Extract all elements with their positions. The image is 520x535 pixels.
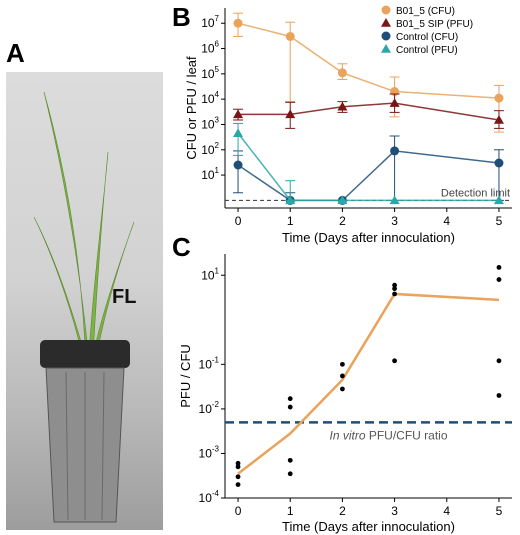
b-x-tick-label: 3 (391, 214, 398, 228)
c-data-point (340, 373, 345, 379)
b-x-tick-label: 2 (339, 214, 346, 228)
b-data-point (233, 128, 244, 137)
c-x-tick-label: 4 (443, 504, 450, 518)
c-x-tick-label: 3 (391, 504, 398, 518)
b-legend-label: B01_5 (CFU) (396, 6, 455, 17)
panel-label-a: A (6, 38, 25, 68)
c-y-axis-label: PFU / CFU (178, 344, 193, 408)
c-data-point (340, 361, 345, 367)
b-data-point (337, 101, 348, 111)
b-data-point (337, 68, 347, 78)
b-data-point (233, 160, 243, 170)
b-y-tick-label: 103 (201, 115, 219, 131)
b-x-tick-label: 4 (443, 214, 450, 228)
leaf-label: FL (112, 286, 137, 308)
b-x-tick-label: 5 (496, 214, 503, 228)
c-x-tick-label: 5 (496, 504, 503, 518)
plant-photo (6, 72, 163, 530)
b-data-point (389, 98, 400, 107)
c-data-point (392, 286, 397, 292)
b-data-point (337, 195, 348, 205)
c-data-point (287, 404, 293, 410)
b-y-tick-label: 106 (201, 40, 219, 56)
b-data-point (493, 115, 504, 124)
c-y-tick-label: 10-3 (199, 444, 220, 460)
b-legend-marker (381, 31, 391, 41)
c-y-tick-label: 101 (201, 266, 219, 282)
b-y-tick-label: 105 (201, 65, 219, 81)
panel-label-c: C (172, 232, 191, 262)
c-y-tick-label: 10-1 (199, 355, 220, 371)
c-data-point (287, 457, 293, 463)
b-y-tick-label: 107 (201, 14, 219, 30)
b-data-point (389, 195, 400, 205)
c-data-point (235, 474, 241, 480)
c-y-tick-label: 10-4 (199, 489, 220, 505)
c-y-tick-label: 10-2 (199, 400, 220, 416)
b-legend-label: B01_5 SIP (PFU) (396, 19, 473, 30)
b-y-axis-label: CFU or PFU / leaf (184, 56, 199, 160)
b-x-tick-label: 0 (235, 214, 242, 228)
c-data-point (340, 386, 345, 392)
b-data-point (494, 93, 504, 103)
b-data-point (390, 146, 400, 156)
c-data-point (392, 358, 397, 364)
c-data-point (496, 277, 502, 282)
c-trend-line (237, 292, 500, 475)
c-data-point (287, 471, 293, 477)
b-data-point (285, 31, 295, 41)
b-x-tick-label: 1 (287, 214, 294, 228)
b-y-tick-label: 101 (201, 166, 219, 182)
c-data-point (235, 482, 241, 487)
c-data-point (287, 396, 293, 402)
c-data-point (496, 358, 502, 364)
b-data-point (285, 195, 296, 205)
b-legend-label: Control (PFU) (396, 45, 458, 56)
c-data-point (496, 265, 502, 270)
b-data-point (233, 18, 243, 28)
c-x-axis-label: Time (Days after innoculation) (282, 519, 455, 534)
c-data-point (392, 282, 397, 288)
plant-illustration (33, 91, 135, 523)
b-y-tick-label: 102 (201, 141, 219, 157)
c-x-tick-label: 1 (287, 504, 294, 518)
b-legend-marker (381, 44, 391, 53)
b-legend-marker (381, 5, 391, 15)
b-x-axis-label: Time (Days after innoculation) (282, 230, 455, 245)
b-data-point (494, 158, 504, 168)
c-data-point (496, 393, 502, 398)
c-x-tick-label: 0 (235, 504, 242, 518)
b-legend-marker (381, 18, 391, 27)
b-legend-label: Control (CFU) (396, 32, 458, 43)
c-data-point (392, 291, 397, 297)
c-data-point (235, 460, 241, 466)
b-y-tick-label: 104 (201, 90, 219, 106)
b-data-point (493, 195, 504, 205)
b-series-line (237, 22, 500, 99)
b-series-line (238, 102, 500, 121)
panel-label-b: B (172, 2, 191, 32)
c-x-tick-label: 2 (339, 504, 346, 518)
c-data-point (235, 464, 241, 470)
c-in-vitro-label: In vitro PFU/CFU ratio (329, 428, 447, 442)
b-data-point (285, 109, 296, 119)
b-detection-label: Detection limit (441, 187, 510, 199)
b-data-point (233, 109, 244, 119)
